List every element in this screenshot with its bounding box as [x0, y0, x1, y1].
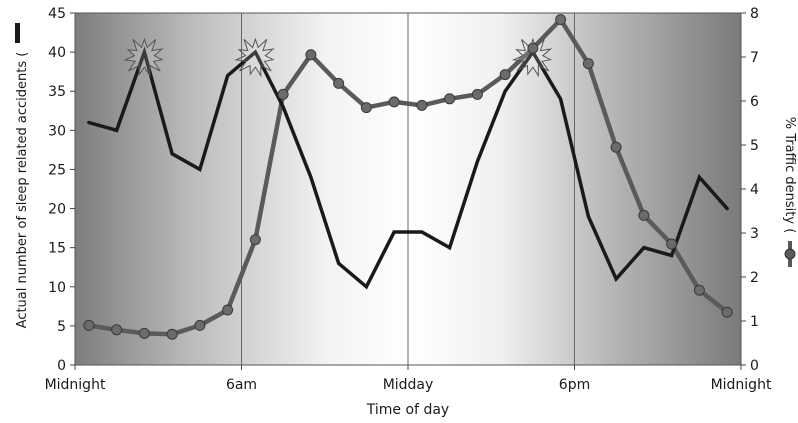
- left-tick-label: 5: [57, 319, 66, 335]
- traffic-density-point: [638, 209, 650, 221]
- traffic-density-point: [555, 14, 567, 26]
- left-tick-label: 30: [48, 123, 66, 139]
- starburst-icon: [234, 37, 275, 78]
- right-tick-label: 1: [750, 314, 759, 330]
- traffic-density-point: [111, 324, 123, 336]
- right-tick-label: 4: [750, 182, 759, 198]
- traffic-density-point: [194, 319, 206, 331]
- left-tick-label: 40: [48, 45, 66, 61]
- traffic-density-point: [610, 141, 622, 153]
- traffic-density-point: [138, 327, 150, 339]
- starburst-icon: [511, 37, 553, 78]
- traffic-density-point: [166, 328, 178, 340]
- x-tick-label: Midnight: [711, 377, 772, 393]
- traffic-density-point: [222, 304, 234, 316]
- right-axis-legend-swatch-marker: [784, 248, 796, 260]
- left-tick-label: 0: [57, 358, 66, 374]
- left-axis-title: Actual number of sleep related accidents…: [15, 23, 30, 328]
- left-tick-label: 35: [48, 84, 66, 100]
- right-tick-label: 7: [750, 50, 759, 66]
- left-axis-legend-swatch: [15, 23, 20, 43]
- right-axis-ticks: 0 1 2 3 4 5 6 7 8: [741, 6, 759, 374]
- right-axis-label: % Traffic density (: [782, 117, 797, 234]
- x-axis-ticks: Midnight 6am Midday 6pm Midnight: [45, 365, 772, 393]
- traffic-density-point: [444, 93, 456, 105]
- left-tick-label: 15: [48, 241, 66, 257]
- traffic-density-point: [721, 306, 733, 318]
- traffic-density-point: [499, 69, 511, 81]
- traffic-density-point: [416, 99, 428, 111]
- traffic-density-point: [666, 238, 678, 250]
- x-tick-label: Midnight: [45, 377, 106, 393]
- starburst-annotations: [123, 37, 553, 78]
- accidents-line: [87, 46, 729, 290]
- traffic-density-point: [582, 58, 594, 70]
- x-tick-label: 6am: [226, 377, 257, 393]
- traffic-density-point: [305, 49, 317, 61]
- right-tick-label: 3: [750, 226, 759, 242]
- left-tick-label: 20: [48, 202, 66, 218]
- traffic-density-point: [527, 42, 539, 54]
- right-tick-label: 2: [750, 270, 759, 286]
- x-tick-label: 6pm: [559, 377, 590, 393]
- vertical-gridlines: [241, 13, 575, 365]
- right-tick-label: 8: [750, 6, 759, 22]
- traffic-density-point: [83, 319, 95, 331]
- traffic-density-point: [388, 96, 400, 108]
- x-axis-label: Time of day: [366, 402, 449, 418]
- traffic-density-point: [360, 102, 372, 114]
- right-axis-title: % Traffic density (: [782, 117, 797, 267]
- traffic-density-markers: [83, 14, 733, 340]
- left-axis-label: Actual number of sleep related accidents…: [15, 52, 30, 329]
- right-tick-label: 5: [750, 138, 759, 154]
- right-tick-label: 0: [750, 358, 759, 374]
- x-tick-label: Midday: [383, 377, 434, 393]
- traffic-density-point: [693, 284, 705, 296]
- right-tick-label: 6: [750, 94, 759, 110]
- left-tick-label: 10: [48, 280, 66, 296]
- starburst-icon: [123, 37, 164, 78]
- left-tick-label: 45: [48, 6, 66, 22]
- traffic-density-point: [471, 88, 483, 100]
- traffic-density-point: [277, 88, 289, 100]
- left-axis-ticks: 0 5 10 15 20 25 30 35 40 45: [48, 6, 75, 374]
- left-tick-label: 25: [48, 162, 66, 178]
- traffic-density-point: [333, 77, 345, 89]
- traffic-density-point: [249, 234, 261, 246]
